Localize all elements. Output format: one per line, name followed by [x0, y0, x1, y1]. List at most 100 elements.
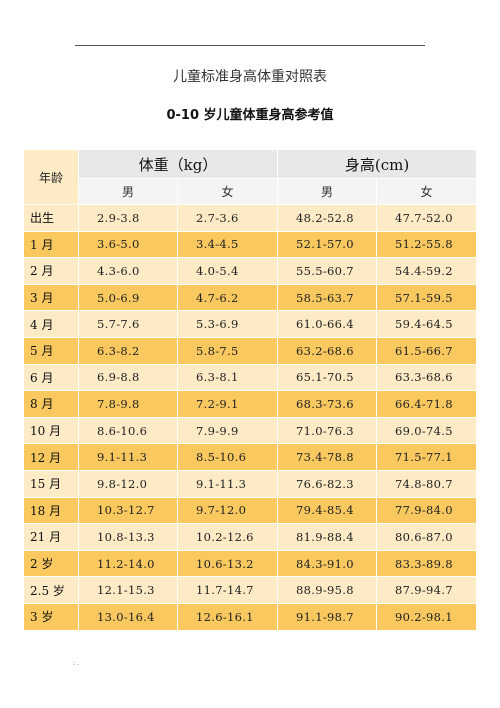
- weight-female-cell: 9.1-11.3: [176, 469, 279, 498]
- weight-male-cell: 9.1-11.3: [78, 443, 178, 471]
- height-male-cell: 52.1-57.0: [277, 230, 378, 259]
- height-male-cell: 65.1-70.5: [277, 363, 378, 392]
- age-cell: 4 月: [23, 310, 79, 338]
- reference-table: 年龄 体重（kg） 身高(cm) 男 女 男 女 出生 2.9-3.8 2.7-3.…: [23, 149, 478, 631]
- weight-male-cell: 5.7-7.6: [78, 310, 178, 338]
- table-row: 15 月 9.8-12.0 9.1-11.3 76.6-82.3 74.8-80.7: [23, 469, 478, 498]
- height-male-cell: 91.1-98.7: [277, 602, 378, 631]
- weight-male-cell: 7.8-9.8: [78, 390, 178, 418]
- age-cell: 3 月: [23, 283, 79, 312]
- age-cell: 6 月: [23, 363, 79, 392]
- table-row: 2 月 4.3-6.0 4.0-5.4 55.5-60.7 54.4-59.2: [23, 257, 478, 285]
- height-female-cell: 61.5-66.7: [376, 336, 478, 365]
- age-cell: 2 岁: [23, 549, 79, 578]
- weight-male-cell: 10.3-12.7: [78, 496, 178, 525]
- table-row: 1 月 3.6-5.0 3.4-4.5 52.1-57.0 51.2-55.8: [23, 230, 478, 259]
- height-male-cell: 48.2-52.8: [277, 204, 378, 232]
- height-male-cell: 73.4-78.8: [277, 443, 378, 471]
- age-cell: 21 月: [23, 523, 79, 551]
- weight-male-cell: 11.2-14.0: [78, 549, 178, 578]
- weight-male-cell: 9.8-12.0: [78, 469, 178, 498]
- age-cell: 1 月: [23, 230, 79, 259]
- height-male-cell: 88.9-95.8: [277, 576, 378, 604]
- table-row: 2 岁 11.2-14.0 10.6-13.2 84.3-91.0 83.3-89.8: [23, 549, 478, 578]
- height-male-cell: 84.3-91.0: [277, 549, 378, 578]
- height-female-cell: 69.0-74.5: [376, 416, 478, 445]
- weight-male-cell: 3.6-5.0: [78, 230, 178, 259]
- weight-female-cell: 2.7-3.6: [176, 204, 279, 232]
- table-row: 8 月 7.8-9.8 7.2-9.1 68.3-73.6 66.4-71.8: [23, 390, 478, 418]
- weight-male-cell: 13.0-16.4: [78, 602, 178, 631]
- height-male-cell: 76.6-82.3: [277, 469, 378, 498]
- height-female-cell: 66.4-71.8: [376, 390, 478, 418]
- document-subtitle: 0-10 岁儿童体重身高参考值: [166, 108, 334, 123]
- height-male-cell: 55.5-60.7: [277, 257, 378, 285]
- age-cell: 5 月: [23, 336, 79, 365]
- weight-male-cell: 8.6-10.6: [78, 416, 178, 445]
- table-row: 4 月 5.7-7.6 5.3-6.9 61.0-66.4 59.4-64.5: [23, 310, 478, 338]
- weight-male-cell: 6.9-8.8: [78, 363, 178, 392]
- weight-female-header: 女: [176, 178, 279, 205]
- table-row: 2.5 岁 12.1-15.3 11.7-14.7 88.9-95.8 87.9-94.…: [23, 576, 478, 604]
- height-female-cell: 47.7-52.0: [376, 204, 478, 232]
- height-female-cell: 74.8-80.7: [376, 469, 478, 498]
- age-cell: 18 月: [23, 496, 79, 525]
- weight-female-cell: 6.3-8.1: [176, 363, 279, 392]
- weight-female-cell: 4.0-5.4: [176, 257, 279, 285]
- weight-female-cell: 4.7-6.2: [176, 283, 279, 312]
- height-header: 身高(cm): [277, 149, 478, 179]
- footer-mark: : .: [73, 660, 79, 667]
- table-row: 3 岁 13.0-16.4 12.6-16.1 91.1-98.7 90.2-98.1: [23, 602, 478, 631]
- age-cell: 出生: [23, 204, 79, 232]
- weight-female-cell: 5.3-6.9: [176, 310, 279, 338]
- table-row: 12 月 9.1-11.3 8.5-10.6 73.4-78.8 71.5-77.1: [23, 443, 478, 471]
- table-row: 出生 2.9-3.8 2.7-3.6 48.2-52.8 47.7-52.0: [23, 204, 478, 232]
- weight-male-cell: 10.8-13.3: [78, 523, 178, 551]
- weight-male-cell: 2.9-3.8: [78, 204, 178, 232]
- table-row: 10 月 8.6-10.6 7.9-9.9 71.0-76.3 69.0-74.5: [23, 416, 478, 445]
- height-male-cell: 81.9-88.4: [277, 523, 378, 551]
- weight-female-cell: 3.4-4.5: [176, 230, 279, 259]
- age-header: 年龄: [23, 149, 79, 205]
- height-female-cell: 54.4-59.2: [376, 257, 478, 285]
- age-cell: 3 岁: [23, 602, 79, 631]
- weight-female-cell: 9.7-12.0: [176, 496, 279, 525]
- table-row: 3 月 5.0-6.9 4.7-6.2 58.5-63.7 57.1-59.5: [23, 283, 478, 312]
- age-cell: 15 月: [23, 469, 79, 498]
- height-male-cell: 71.0-76.3: [277, 416, 378, 445]
- height-female-cell: 80.6-87.0: [376, 523, 478, 551]
- weight-female-cell: 8.5-10.6: [176, 443, 279, 471]
- weight-female-cell: 12.6-16.1: [176, 602, 279, 631]
- header-rule: [75, 45, 425, 46]
- age-cell: 8 月: [23, 390, 79, 418]
- table-row: 6 月 6.9-8.8 6.3-8.1 65.1-70.5 63.3-68.6: [23, 363, 478, 392]
- weight-male-header: 男: [78, 178, 178, 205]
- height-female-cell: 87.9-94.7: [376, 576, 478, 604]
- header-mark: .: [424, 38, 426, 45]
- age-cell: 12 月: [23, 443, 79, 471]
- height-female-cell: 57.1-59.5: [376, 283, 478, 312]
- age-cell: 2 月: [23, 257, 79, 285]
- height-male-cell: 79.4-85.4: [277, 496, 378, 525]
- document-title: 儿童标准身高体重对照表: [173, 69, 327, 85]
- height-female-cell: 51.2-55.8: [376, 230, 478, 259]
- age-cell: 10 月: [23, 416, 79, 445]
- height-female-cell: 71.5-77.1: [376, 443, 478, 471]
- height-female-cell: 77.9-84.0: [376, 496, 478, 525]
- weight-male-cell: 4.3-6.0: [78, 257, 178, 285]
- height-male-cell: 63.2-68.6: [277, 336, 378, 365]
- weight-male-cell: 5.0-6.9: [78, 283, 178, 312]
- height-female-header: 女: [376, 178, 478, 205]
- weight-header: 体重（kg）: [77, 149, 279, 179]
- height-male-cell: 68.3-73.6: [277, 390, 378, 418]
- weight-female-cell: 7.9-9.9: [176, 416, 279, 445]
- table-row: 18 月 10.3-12.7 9.7-12.0 79.4-85.4 77.9-84.0: [23, 496, 478, 525]
- weight-female-cell: 10.2-12.6: [176, 523, 279, 551]
- table-row: 5 月 6.3-8.2 5.8-7.5 63.2-68.6 61.5-66.7: [23, 336, 478, 365]
- height-male-cell: 58.5-63.7: [277, 283, 378, 312]
- height-male-cell: 61.0-66.4: [277, 310, 378, 338]
- height-male-header: 男: [277, 178, 378, 205]
- height-female-cell: 63.3-68.6: [376, 363, 478, 392]
- age-cell: 2.5 岁: [23, 576, 79, 604]
- weight-female-cell: 10.6-13.2: [176, 549, 279, 578]
